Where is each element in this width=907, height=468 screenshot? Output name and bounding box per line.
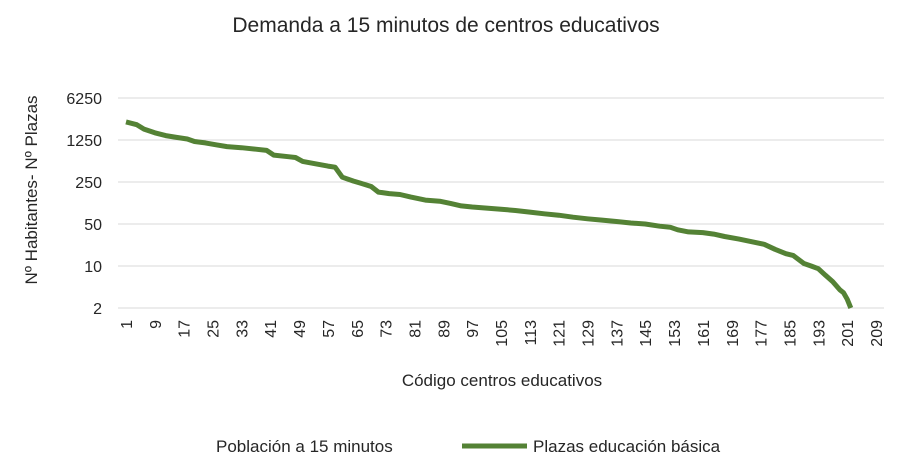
x-tick-label: 33 bbox=[234, 320, 251, 338]
x-tick-label: 81 bbox=[407, 320, 424, 338]
chart-title: Demanda a 15 minutos de centros educativ… bbox=[232, 14, 659, 37]
legend-label-poblacion: Población a 15 minutos bbox=[216, 437, 393, 456]
y-tick-label: 6250 bbox=[66, 91, 102, 108]
x-tick-label: 113 bbox=[523, 320, 540, 346]
x-tick-label: 89 bbox=[436, 320, 453, 338]
x-tick-label: 49 bbox=[292, 320, 309, 338]
x-tick-label: 105 bbox=[494, 320, 511, 347]
x-tick-label: 25 bbox=[206, 320, 223, 338]
x-tick-label: 209 bbox=[869, 320, 886, 347]
x-tick-label: 201 bbox=[840, 320, 857, 347]
x-tick-label: 169 bbox=[725, 320, 742, 347]
x-axis-label: Código centros educativos bbox=[402, 371, 602, 390]
gridlines bbox=[118, 97, 884, 309]
x-tick-label: 129 bbox=[581, 320, 598, 347]
x-tick-label: 65 bbox=[350, 320, 367, 338]
y-tick-label: 1250 bbox=[66, 133, 102, 150]
x-tick-label: 121 bbox=[552, 320, 569, 347]
legend: Población a 15 minutos Plazas educación … bbox=[216, 437, 721, 456]
x-tick-label: 57 bbox=[321, 320, 338, 338]
x-tick-label: 1 bbox=[119, 320, 136, 329]
series-line-1 bbox=[125, 119, 854, 309]
x-tick-label: 73 bbox=[379, 320, 396, 338]
plot-series bbox=[125, 119, 854, 309]
x-tick-label: 161 bbox=[696, 320, 713, 347]
x-tick-label: 41 bbox=[263, 320, 280, 338]
x-tick-label: 17 bbox=[177, 320, 194, 338]
x-tick-label: 193 bbox=[811, 320, 828, 347]
y-tick-labels: 2 10 50 250 1250 6250 bbox=[66, 91, 102, 318]
x-tick-label: 9 bbox=[148, 320, 165, 329]
x-tick-label: 153 bbox=[667, 320, 684, 347]
legend-label-plazas: Plazas educación básica bbox=[533, 437, 721, 456]
y-axis-label: Nº Habitantes- Nº Plazas bbox=[22, 95, 41, 284]
x-tick-label: 97 bbox=[465, 320, 482, 338]
y-tick-label: 250 bbox=[75, 175, 102, 192]
y-tick-label: 10 bbox=[84, 259, 102, 276]
x-tick-label: 145 bbox=[638, 320, 655, 347]
x-tick-label: 177 bbox=[754, 320, 771, 347]
x-tick-labels: 1 9 17 25 33 41 49 57 65 73 81 89 97 105 113 121 129 137 1… bbox=[119, 320, 886, 347]
x-tick-label: 137 bbox=[609, 320, 626, 347]
y-tick-label: 50 bbox=[84, 217, 102, 234]
x-tick-label: 185 bbox=[782, 320, 799, 347]
y-tick-label: 2 bbox=[93, 301, 102, 318]
